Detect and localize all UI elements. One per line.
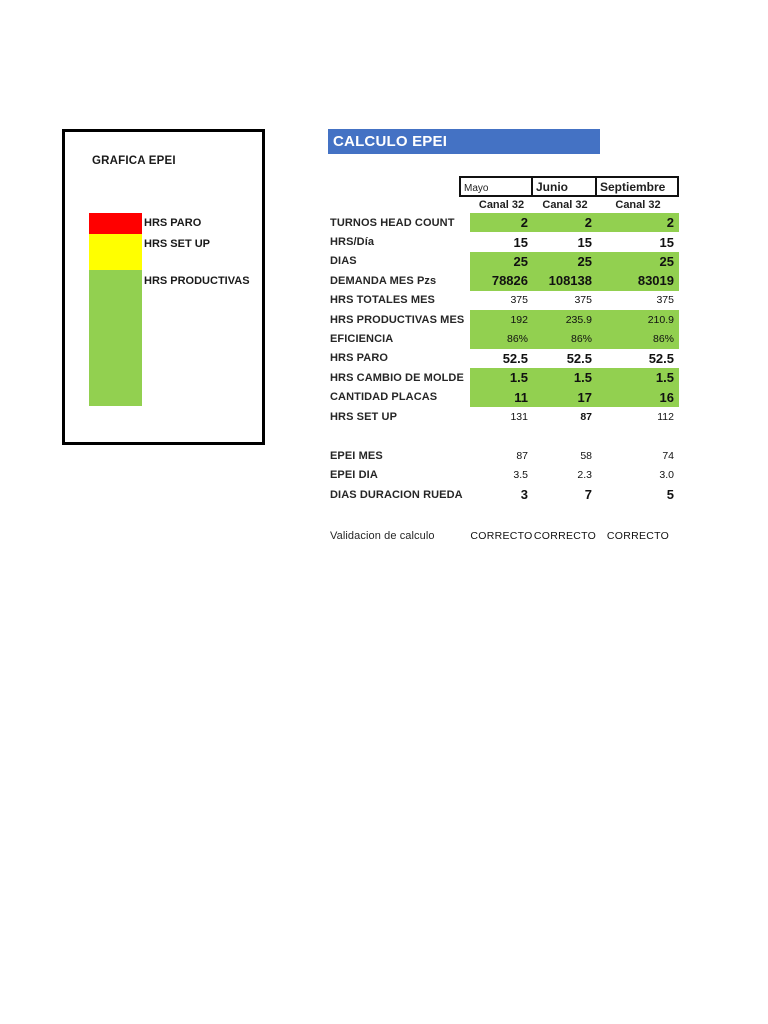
column-header-junio: Junio: [531, 176, 597, 197]
table-row: EPEI DIA 3.5 2.3 3.0: [330, 466, 680, 485]
value-cell: 52.5: [502, 350, 528, 366]
table-row: CANTIDAD PLACAS 11 17 16: [330, 387, 680, 407]
channel-header-row: Canal 32 Canal 32 Canal 32: [470, 197, 679, 214]
row-label: TURNOS HEAD COUNT: [330, 216, 455, 229]
legend-label-hrs-productivas: HRS PRODUCTIVAS: [144, 275, 250, 287]
row-label: DEMANDA MES Pzs: [330, 274, 437, 287]
legend-label-hrs-paro: HRS PARO: [144, 217, 202, 229]
epei-data-table: TURNOS HEAD COUNT 2 2 2 HRS/Día 15 15 15…: [330, 213, 680, 546]
value-cell: 1.5: [509, 370, 528, 386]
value-cell: 11: [514, 389, 528, 405]
value-cell: 192: [510, 313, 528, 326]
value-cell: 1.5: [655, 370, 674, 386]
table-row: EPEI MES 87 58 74: [330, 446, 680, 465]
value-cell: 3.0: [659, 469, 674, 482]
value-cell: 25: [659, 253, 674, 269]
value-cell: 25: [577, 253, 592, 269]
value-cell: 2: [584, 215, 592, 231]
value-cell: 1.5: [573, 370, 592, 386]
value-cell: 112: [657, 410, 674, 423]
legend-label-hrs-setup: HRS SET UP: [144, 238, 211, 250]
value-cell: 83019: [637, 273, 674, 289]
table-row: DEMANDA MES Pzs 78826 108138 83019: [330, 271, 680, 291]
value-cell: 52.5: [566, 350, 592, 366]
table-row: DIAS 25 25 25: [330, 251, 680, 272]
row-label: HRS TOTALES MES: [330, 294, 435, 307]
validation-label: Validacion de calculo: [330, 530, 435, 543]
row-label: DIAS DURACION RUEDA: [330, 488, 463, 501]
value-cell: 15: [577, 234, 592, 250]
table-row: HRS/Día 15 15 15: [330, 232, 680, 251]
value-cell: 2: [666, 215, 674, 231]
validation-value: CORRECTO: [470, 530, 533, 543]
value-cell: 17: [577, 389, 592, 405]
value-cell: 3.5: [513, 469, 528, 482]
value-cell: 2.3: [577, 469, 592, 482]
value-cell: 375: [656, 294, 674, 307]
value-cell: 58: [580, 449, 592, 462]
column-header-septiembre: Septiembre: [595, 176, 679, 197]
table-row: HRS PARO 52.5 52.5 52.5: [330, 349, 680, 368]
value-cell: 108138: [548, 273, 592, 289]
validation-row: Validacion de calculo CORRECTO CORRECTO …: [330, 526, 680, 545]
value-cell: 375: [510, 294, 528, 307]
row-label: EPEI MES: [330, 449, 383, 462]
section-title-banner: CALCULO EPEI: [328, 129, 600, 154]
legend-title: GRAFICA EPEI: [92, 155, 176, 167]
row-label: HRS PRODUCTIVAS MES: [330, 313, 465, 326]
row-label: DIAS: [330, 255, 357, 268]
value-cell: 25: [513, 253, 528, 269]
table-row: HRS TOTALES MES 375 375 375: [330, 291, 680, 310]
value-cell: 87: [516, 449, 528, 462]
value-cell: 235.9: [565, 313, 592, 326]
value-cell: 7: [584, 487, 592, 503]
channel-mayo: Canal 32: [478, 199, 525, 211]
value-cell: 86%: [570, 333, 592, 346]
table-row: EFICIENCIA 86% 86% 86%: [330, 329, 680, 349]
value-cell: 2: [520, 215, 528, 231]
value-cell: 86%: [652, 333, 674, 346]
value-cell: 74: [662, 449, 674, 462]
spacer: [330, 426, 680, 446]
value-cell: 16: [659, 389, 674, 405]
month-header-row: Mayo Junio Septiembre: [459, 176, 679, 197]
value-cell: 15: [659, 234, 674, 250]
value-cell: 52.5: [648, 350, 674, 366]
table-row: TURNOS HEAD COUNT 2 2 2: [330, 213, 680, 233]
hrs-paro-segment: [89, 213, 142, 234]
channel-junio: Canal 32: [542, 199, 588, 211]
row-label: HRS PARO: [330, 352, 389, 365]
row-label: HRS SET UP: [330, 410, 398, 423]
table-row: HRS CAMBIO DE MOLDE 1.5 1.5 1.5: [330, 368, 680, 388]
value-cell: 210.9: [647, 313, 674, 326]
stacked-bar: [89, 213, 142, 406]
table-row: DIAS DURACION RUEDA 3 7 5: [330, 485, 680, 504]
spacer: [330, 504, 680, 526]
value-cell: 86%: [506, 333, 528, 346]
validation-value: CORRECTO: [533, 530, 597, 543]
value-cell: 375: [574, 294, 592, 307]
value-cell: 3: [520, 487, 528, 503]
hrs-productivas-segment: [89, 270, 142, 406]
column-header-mayo: Mayo: [459, 176, 533, 197]
value-cell: 87: [580, 410, 592, 423]
value-cell: 5: [666, 487, 674, 503]
row-label: EPEI DIA: [330, 469, 378, 482]
value-cell: 15: [513, 234, 528, 250]
epei-graph-legend-panel: GRAFICA EPEI HRS PARO HRS SET UP HRS PRO…: [62, 129, 265, 445]
row-label: HRS CAMBIO DE MOLDE: [330, 371, 464, 384]
table-row: HRS PRODUCTIVAS MES 192 235.9 210.9: [330, 309, 680, 330]
table-row: HRS SET UP 131 87 112: [330, 407, 680, 426]
validation-value: CORRECTO: [606, 530, 670, 543]
channel-septiembre: Canal 32: [615, 199, 661, 211]
row-label: HRS/Día: [330, 236, 375, 249]
hrs-setup-segment: [89, 234, 142, 270]
value-cell: 131: [510, 410, 528, 423]
value-cell: 78826: [491, 273, 528, 289]
row-label: EFICIENCIA: [330, 333, 394, 346]
row-label: CANTIDAD PLACAS: [330, 391, 438, 404]
